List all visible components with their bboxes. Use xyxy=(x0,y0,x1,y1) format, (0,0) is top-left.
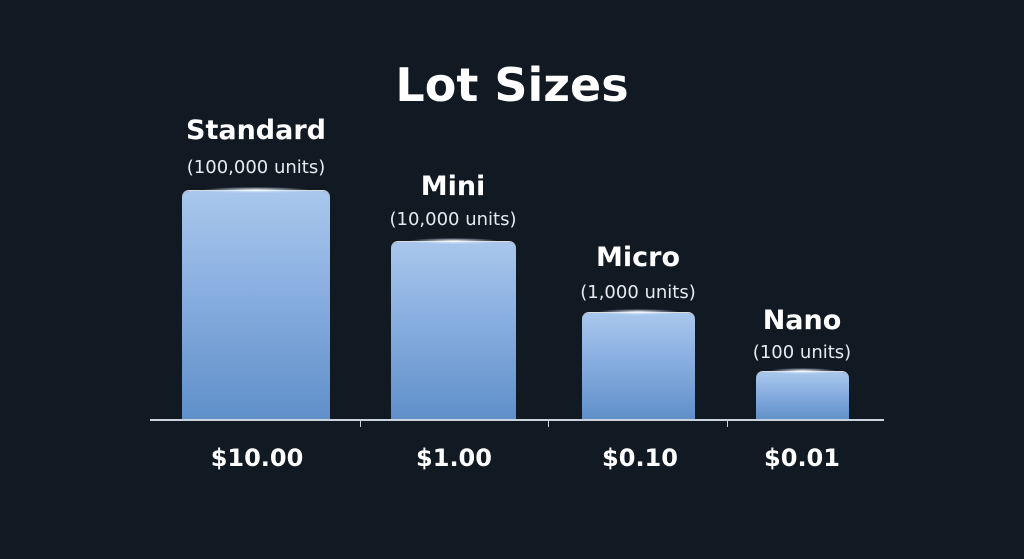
bar-label-standard: Standard xyxy=(186,115,326,146)
bar-micro xyxy=(582,309,695,420)
bar-units-nano: (100 units) xyxy=(752,342,852,363)
value-label-micro: $0.10 xyxy=(602,444,678,472)
x-axis-tick xyxy=(548,420,549,427)
value-label-standard: $10.00 xyxy=(210,444,304,472)
bar-units-standard: (100,000 units) xyxy=(186,157,326,178)
value-label-mini: $1.00 xyxy=(416,444,492,472)
bar-label-micro: Micro xyxy=(596,242,680,273)
chart-title: Lot Sizes xyxy=(395,58,629,112)
x-axis-tick xyxy=(727,420,728,427)
bar-nano xyxy=(756,368,849,420)
bar-units-mini: (10,000 units) xyxy=(389,209,517,230)
bar-label-nano: Nano xyxy=(762,305,842,336)
value-label-nano: $0.01 xyxy=(764,444,840,472)
x-axis-line xyxy=(150,419,884,421)
x-axis-tick xyxy=(360,420,361,427)
bar-label-mini: Mini xyxy=(420,171,486,202)
bar-mini xyxy=(391,238,516,420)
bar-units-micro: (1,000 units) xyxy=(580,282,696,303)
bar-standard xyxy=(182,187,330,420)
